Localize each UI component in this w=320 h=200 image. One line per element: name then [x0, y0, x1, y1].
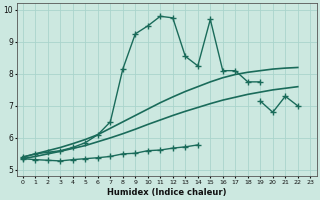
X-axis label: Humidex (Indice chaleur): Humidex (Indice chaleur) — [107, 188, 226, 197]
